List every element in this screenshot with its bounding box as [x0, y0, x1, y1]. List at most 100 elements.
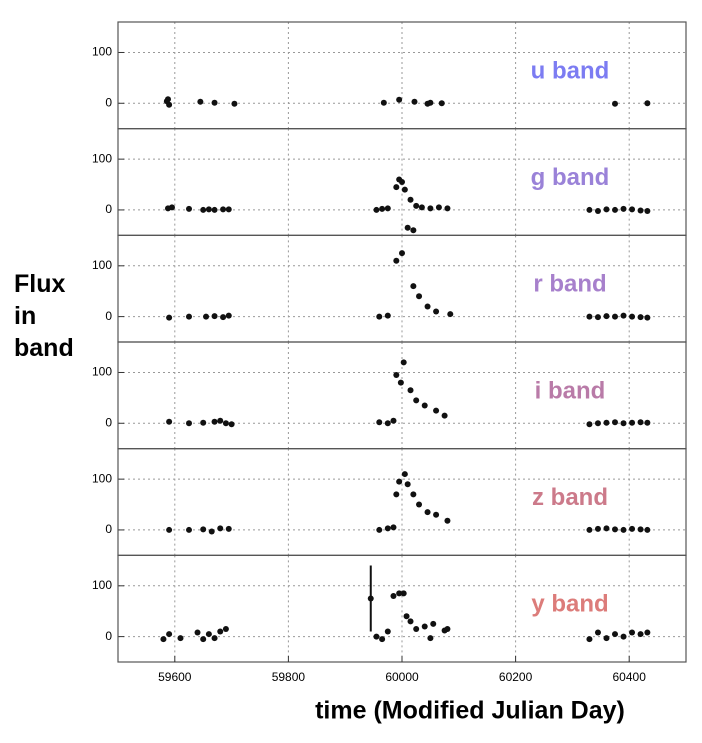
data-point — [401, 186, 408, 193]
data-point — [373, 633, 380, 640]
data-point — [177, 635, 184, 642]
data-point — [612, 631, 618, 638]
data-point — [400, 359, 407, 366]
data-point — [166, 101, 173, 108]
data-point — [208, 528, 215, 535]
data-point — [410, 491, 417, 498]
y-tick-label: 100 — [92, 365, 112, 379]
data-point — [637, 419, 644, 426]
data-point — [200, 419, 207, 426]
data-point — [441, 412, 448, 419]
data-point — [594, 314, 601, 321]
data-point — [390, 592, 397, 599]
data-point — [166, 526, 173, 533]
y-tick-label: 0 — [105, 415, 112, 429]
data-point — [399, 250, 405, 257]
data-point — [603, 206, 610, 213]
data-point — [396, 590, 403, 597]
data-point — [367, 595, 374, 602]
data-point — [393, 491, 400, 498]
data-point — [413, 397, 420, 404]
data-point — [416, 293, 423, 300]
data-point — [186, 420, 192, 427]
data-point — [407, 196, 414, 203]
y-tick-label: 0 — [105, 629, 112, 643]
data-point — [612, 206, 618, 213]
y-tick-label: 100 — [92, 151, 112, 165]
data-point — [217, 628, 224, 635]
data-point — [407, 387, 414, 394]
data-point — [433, 511, 440, 518]
data-point — [444, 205, 451, 212]
data-point — [217, 417, 224, 424]
data-point — [390, 524, 397, 531]
data-point — [603, 419, 610, 426]
data-point — [205, 206, 212, 213]
data-point — [421, 623, 428, 630]
x-tick-label: 60200 — [499, 670, 533, 684]
data-point — [586, 206, 593, 213]
data-point — [620, 205, 627, 212]
data-point — [410, 227, 417, 234]
panel-title: y band — [531, 591, 608, 618]
data-point — [225, 525, 232, 532]
data-point — [447, 311, 454, 318]
data-point — [629, 629, 636, 636]
data-point — [168, 204, 175, 211]
data-point — [594, 629, 601, 636]
data-point — [399, 179, 405, 185]
data-point — [603, 525, 610, 532]
data-point — [401, 471, 408, 478]
data-point — [379, 205, 386, 212]
data-point — [373, 206, 380, 213]
data-point — [160, 636, 167, 643]
data-point — [612, 313, 618, 320]
data-point — [194, 629, 201, 636]
data-point — [410, 283, 417, 290]
data-point — [186, 526, 192, 533]
data-point — [403, 613, 410, 620]
y-tick-label: 0 — [105, 309, 112, 323]
data-point — [424, 303, 431, 310]
data-point — [390, 417, 397, 424]
data-point — [421, 402, 428, 409]
data-point — [379, 636, 386, 643]
y-axis-label: Flux in band — [14, 270, 74, 362]
data-point — [612, 526, 618, 533]
data-point — [380, 99, 387, 106]
data-point — [205, 631, 212, 638]
data-point — [407, 618, 414, 625]
data-point — [384, 628, 391, 635]
data-point — [397, 379, 404, 386]
data-point — [222, 625, 229, 632]
data-point — [620, 633, 627, 640]
data-point — [186, 205, 192, 212]
data-point — [620, 312, 627, 319]
data-point — [637, 526, 644, 533]
y-tick-label: 100 — [92, 578, 112, 592]
data-point — [203, 313, 210, 320]
data-point — [376, 526, 383, 533]
data-point — [400, 590, 407, 597]
data-point — [427, 205, 434, 212]
x-axis-label: time (Modified Julian Day) — [315, 697, 625, 725]
data-point — [612, 419, 618, 426]
x-tick-label: 60400 — [613, 670, 647, 684]
data-point — [433, 407, 440, 414]
data-point — [586, 526, 593, 533]
data-point — [644, 207, 651, 214]
data-point — [433, 308, 440, 315]
y-tick-label: 100 — [92, 45, 112, 59]
x-tick-label: 59600 — [158, 670, 192, 684]
data-point — [637, 207, 644, 214]
data-point — [228, 421, 235, 428]
data-point — [200, 206, 207, 213]
data-point — [644, 526, 651, 533]
data-point — [225, 312, 232, 319]
data-point — [211, 206, 218, 213]
y-tick-label: 0 — [105, 202, 112, 216]
data-point — [396, 96, 403, 103]
x-tick-label: 59800 — [272, 670, 306, 684]
data-point — [376, 419, 383, 426]
